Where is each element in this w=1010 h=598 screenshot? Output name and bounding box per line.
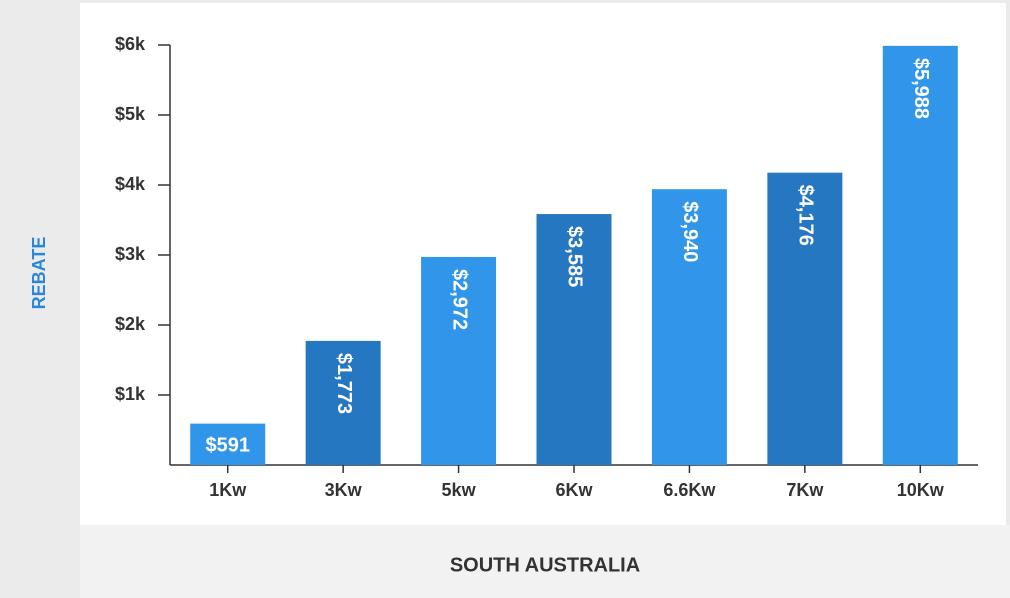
- value-label: $3,940: [679, 201, 701, 262]
- x-label-panel: [80, 525, 1010, 598]
- bar: [767, 172, 843, 465]
- value-label: $5,988: [910, 58, 932, 119]
- y-tick-label: $6k: [115, 34, 146, 54]
- value-label: $591: [205, 435, 250, 457]
- bar: [536, 214, 612, 465]
- bar: [651, 189, 727, 465]
- value-label: $2,972: [448, 269, 470, 330]
- x-tick-label: 3Kw: [325, 480, 363, 500]
- bar: [882, 45, 958, 466]
- x-tick-label: 1Kw: [209, 480, 247, 500]
- x-tick-label: 6.6Kw: [663, 480, 716, 500]
- value-label: $3,585: [564, 226, 586, 287]
- y-tick-label: $5k: [115, 104, 146, 124]
- x-tick-label: 5kw: [442, 480, 477, 500]
- bar: [421, 256, 497, 465]
- y-tick-label: $1k: [115, 384, 146, 404]
- bar: [190, 423, 266, 465]
- x-tick-label: 7Kw: [786, 480, 824, 500]
- x-tick-label: 6Kw: [555, 480, 593, 500]
- value-label: $4,176: [795, 185, 817, 246]
- x-axis-label: SOUTH AUSTRALIA: [450, 554, 640, 576]
- y-axis-label: REBATE: [29, 237, 49, 310]
- x-tick-label: 10Kw: [897, 480, 945, 500]
- y-tick-label: $4k: [115, 174, 146, 194]
- y-tick-label: $3k: [115, 244, 146, 264]
- bar: [305, 340, 381, 465]
- value-label: $1,773: [333, 353, 355, 414]
- y-tick-label: $2k: [115, 314, 146, 334]
